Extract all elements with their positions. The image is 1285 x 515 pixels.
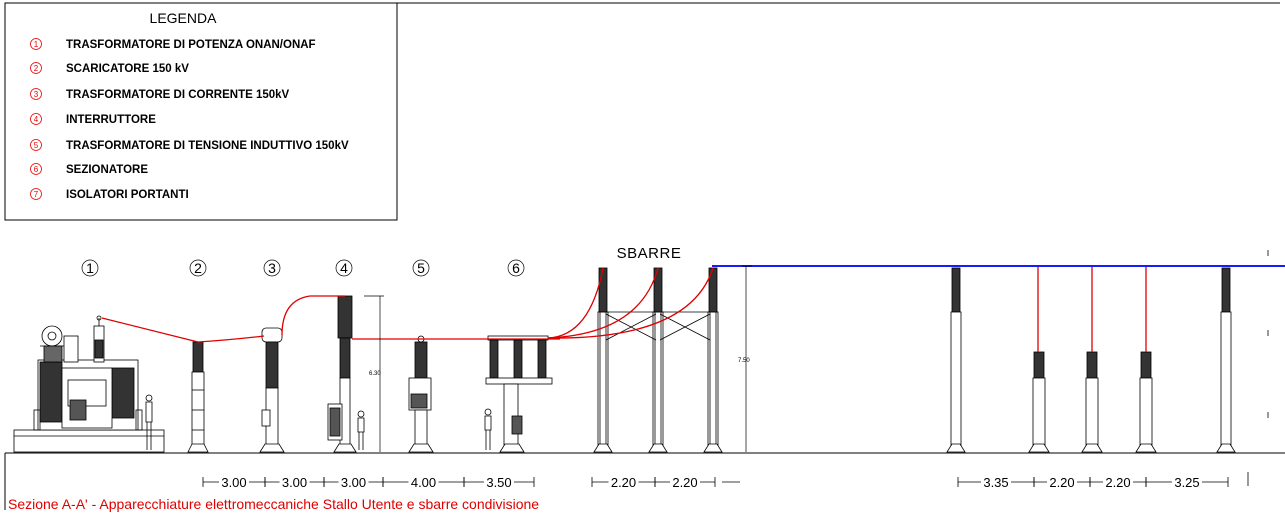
legend-number-circle bbox=[30, 62, 42, 74]
legend-item: 2 SCARICATORE 150 kV bbox=[30, 62, 189, 75]
equipment-number: 5 bbox=[417, 260, 425, 276]
legend-label: SEZIONATORE bbox=[66, 164, 148, 176]
right-margin-ticks bbox=[1247, 250, 1269, 486]
legend-item: 7 ISOLATORI PORTANTI bbox=[30, 188, 189, 201]
disconnector bbox=[485, 335, 553, 453]
legend-number-circle bbox=[30, 38, 42, 50]
equipment-number: 1 bbox=[86, 260, 94, 276]
legend-number: 5 bbox=[34, 141, 39, 150]
busbar-portal bbox=[593, 267, 723, 453]
horizontal-dimensions: 3.00 3.00 3.00 4.00 3.50 2.20 2.20 3.35 2.20 2.20… bbox=[202, 473, 1229, 490]
equipment-number-circle bbox=[263, 259, 281, 277]
legend-label: SCARICATORE 150 kV bbox=[66, 63, 189, 75]
legend-label: ISOLATORI PORTANTI bbox=[66, 189, 189, 201]
legend-number: 7 bbox=[34, 190, 39, 199]
dimension-label: 3.00 bbox=[221, 475, 246, 490]
legend-item: 4 INTERRUTTORE bbox=[30, 113, 156, 126]
legend-number-circle bbox=[30, 113, 42, 125]
legend-number: 2 bbox=[34, 64, 39, 73]
conductors bbox=[101, 267, 1147, 352]
dimension-label: 4.00 bbox=[411, 475, 436, 490]
equipment-number: 2 bbox=[194, 260, 202, 276]
equipment-number-circle bbox=[189, 259, 207, 277]
human-figures bbox=[145, 394, 492, 450]
legend-number: 1 bbox=[34, 40, 39, 49]
equipment-number-circle bbox=[81, 259, 99, 277]
equipment-number: 4 bbox=[340, 260, 348, 276]
dimension-label: 2.20 bbox=[611, 475, 636, 490]
busbar-label: SBARRE bbox=[617, 245, 682, 262]
legend-label: TRASFORMATORE DI CORRENTE 150kV bbox=[66, 89, 290, 101]
dimension-label: 3.00 bbox=[282, 475, 307, 490]
equipment-number: 3 bbox=[268, 260, 276, 276]
height-dimension-busbar: 7.50 bbox=[738, 265, 752, 452]
legend-item: 5 TRASFORMATORE DI TENSIONE INDUTTIVO 150… bbox=[30, 139, 349, 152]
legend-number: 4 bbox=[34, 115, 39, 124]
legend-number-circle bbox=[30, 188, 42, 200]
legend-number: 3 bbox=[34, 90, 39, 99]
dimension-label: 3.25 bbox=[1174, 475, 1199, 490]
equipment-number-circle bbox=[507, 259, 525, 277]
legend-number-circle bbox=[30, 88, 42, 100]
legend-title: LEGENDA bbox=[150, 10, 218, 26]
dimension-label: 3.00 bbox=[341, 475, 366, 490]
equipment-number-circle bbox=[412, 259, 430, 277]
dimension-label: 3.50 bbox=[486, 475, 511, 490]
dimension-label: 3.35 bbox=[983, 475, 1008, 490]
legend-number-circle bbox=[30, 139, 42, 151]
legend-label: TRASFORMATORE DI TENSIONE INDUTTIVO 150k… bbox=[66, 140, 349, 152]
voltage-transformer bbox=[408, 335, 434, 453]
drop-insulators bbox=[1028, 351, 1157, 453]
dimension-label: 2.20 bbox=[1049, 475, 1074, 490]
equipment-number-circle bbox=[335, 259, 353, 277]
legend-label: INTERRUTTORE bbox=[66, 114, 156, 126]
section-caption: Sezione A-A' - Apparecchiature elettrome… bbox=[8, 496, 539, 512]
circuit-breaker bbox=[327, 295, 357, 453]
dimension-label: 2.20 bbox=[1105, 475, 1130, 490]
legend-label: TRASFORMATORE DI POTENZA ONAN/ONAF bbox=[66, 39, 316, 51]
legend-number-circle bbox=[30, 163, 42, 175]
height-label-busbar: 7.50 bbox=[738, 358, 750, 364]
dimension-label: 2.20 bbox=[672, 475, 697, 490]
equipment-number: 6 bbox=[512, 260, 520, 276]
power-transformer bbox=[13, 315, 165, 453]
busbar-supports bbox=[946, 267, 1236, 453]
surge-arrester bbox=[187, 341, 209, 453]
height-dimension-breaker: 6.30 bbox=[364, 295, 384, 452]
legend-item: 1 TRASFORMATORE DI POTENZA ONAN/ONAF bbox=[30, 38, 316, 51]
current-transformer bbox=[259, 327, 285, 453]
legend-item: 6 SEZIONATORE bbox=[30, 163, 148, 176]
equipment-numbers: 1 2 3 4 5 6 bbox=[81, 259, 525, 277]
legend-box bbox=[4, 2, 398, 221]
height-label-breaker: 6.30 bbox=[369, 371, 381, 377]
legend: LEGENDA 1 TRASFORMATORE DI POTENZA ONAN/O… bbox=[4, 2, 398, 221]
legend-number: 6 bbox=[34, 165, 39, 174]
legend-item: 3 TRASFORMATORE DI CORRENTE 150kV bbox=[30, 88, 290, 101]
